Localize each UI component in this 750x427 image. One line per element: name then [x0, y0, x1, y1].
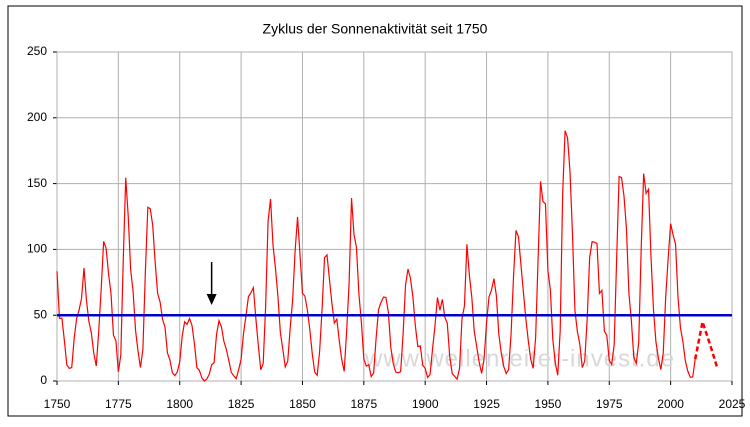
x-tick-label: 1875: [350, 397, 377, 411]
watermark: www.wellenreiter-invest.de: [364, 345, 675, 372]
y-tick-label: 0: [40, 373, 47, 387]
x-tick-label: 1975: [596, 397, 623, 411]
x-tick-label: 1950: [535, 397, 562, 411]
x-tick-label: 1775: [105, 397, 132, 411]
x-tick-label: 1925: [473, 397, 500, 411]
y-tick-label: 50: [34, 307, 48, 321]
x-tick-label: 2025: [719, 397, 746, 411]
y-tick-label: 150: [27, 176, 47, 190]
plot-area: [56, 51, 733, 382]
y-tick-label: 100: [27, 242, 47, 256]
x-tick-label: 1850: [289, 397, 316, 411]
y-tick-label: 250: [27, 44, 47, 58]
data-line: [56, 130, 696, 382]
chart-title: Zyklus der Sonnenaktivität seit 1750: [263, 21, 488, 37]
x-tick-label: 1750: [44, 397, 71, 411]
x-tick-label: 1825: [228, 397, 255, 411]
data-line: [693, 316, 719, 369]
x-tick-label: 1900: [412, 397, 439, 411]
y-tick-label: 200: [27, 110, 47, 124]
arrow-head: [206, 294, 217, 305]
x-tick-label: 1800: [166, 397, 193, 411]
x-tick-label: 2000: [657, 397, 684, 411]
